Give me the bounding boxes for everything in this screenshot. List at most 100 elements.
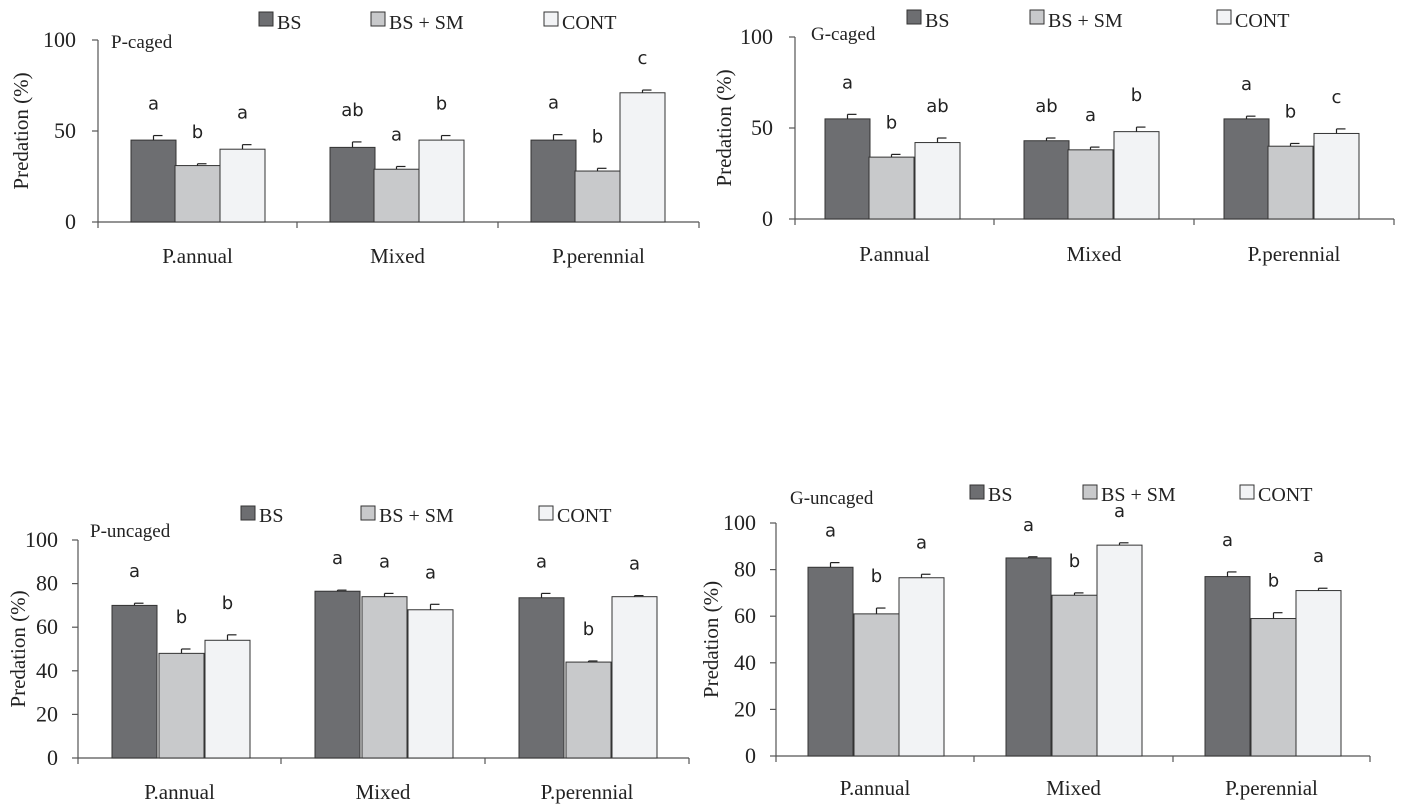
y-axis-title: Predation (%) [700, 581, 723, 698]
legend-label-bs-sm: BS + SM [1101, 484, 1176, 506]
bar-cont-mixed [1113, 131, 1160, 220]
y-tick-label: 100 [723, 510, 756, 535]
bar-bs-p-annual [807, 566, 854, 757]
x-category-mixed: Mixed [356, 780, 411, 804]
bar-cont-p-annual [219, 148, 266, 223]
bar-cont-mixed [407, 609, 454, 759]
bar-bs-sm-p-annual [868, 156, 915, 220]
significance-label: b [1131, 85, 1142, 106]
significance-label: b [1285, 101, 1296, 122]
x-category-p-annual: P.annual [162, 244, 233, 268]
legend-swatch-bs-sm [360, 505, 376, 521]
x-category-p-annual: P.annual [859, 242, 930, 266]
significance-label: a [825, 521, 836, 542]
y-tick-label: 20 [734, 696, 756, 721]
bar-cont-p-annual [914, 142, 961, 220]
legend-swatch-cont [1239, 484, 1255, 500]
significance-label: a [1241, 74, 1252, 95]
panel-label: G-caged [811, 24, 876, 45]
y-tick-label: 0 [762, 206, 773, 231]
bar-bs-sm-mixed [373, 168, 420, 223]
y-tick-label: 0 [745, 743, 756, 768]
legend-label-cont: CONT [1235, 10, 1289, 32]
significance-label: a [129, 561, 140, 582]
y-tick-label: 100 [740, 24, 773, 49]
significance-label: a [425, 562, 436, 583]
x-category-p-perennial: P.perennial [552, 244, 645, 268]
y-tick-label: 80 [734, 557, 756, 582]
legend-label-bs: BS [988, 484, 1012, 506]
significance-label: b [1069, 551, 1080, 572]
bar-bs-sm-p-perennial [565, 661, 612, 759]
significance-label: c [1332, 87, 1342, 108]
significance-label: a [1023, 515, 1034, 536]
bar-cont-p-perennial [1295, 590, 1342, 757]
significance-label: a [148, 94, 159, 115]
bar-bs-sm-p-annual [853, 613, 900, 757]
significance-label: a [548, 93, 559, 114]
bar-bs-p-perennial [518, 597, 565, 759]
bar-bs-sm-p-perennial [574, 170, 621, 223]
significance-label: a [629, 554, 640, 575]
significance-label: a [842, 72, 853, 93]
significance-label: a [332, 548, 343, 569]
panel-label: G-uncaged [790, 488, 874, 509]
significance-label: ab [1035, 96, 1057, 117]
significance-label: b [192, 122, 203, 143]
significance-label: a [237, 103, 248, 124]
legend-swatch-bs-sm [1082, 484, 1098, 500]
bar-cont-p-annual [898, 577, 945, 757]
significance-label: b [592, 126, 603, 147]
significance-label: b [222, 593, 233, 614]
y-axis-title: Predation (%) [712, 69, 736, 186]
bar-bs-mixed [329, 146, 376, 223]
bar-bs-mixed [314, 590, 361, 759]
bar-bs-p-perennial [1204, 576, 1251, 757]
bar-bs-sm-mixed [1067, 149, 1114, 220]
legend-label-bs-sm: BS + SM [379, 505, 454, 527]
legend-label-cont: CONT [557, 505, 611, 527]
bar-bs-p-perennial [1223, 118, 1270, 220]
bar-bs-p-annual [824, 118, 871, 220]
legend-label-bs-sm: BS + SM [1048, 10, 1123, 32]
x-category-mixed: Mixed [1046, 776, 1101, 800]
chart-g-caged: 0 50 100 P.annual Mixed P.perennial Predation … [712, 9, 1395, 266]
panel-label: P-uncaged [90, 521, 171, 542]
panel-label: P-caged [111, 32, 173, 53]
chart-p-caged: 0 50 100 P.annual Mixed P.perennial Predation … [9, 11, 700, 268]
bar-cont-p-perennial [611, 596, 658, 759]
y-tick-label: 80 [36, 571, 58, 596]
significance-label: a [1222, 530, 1233, 551]
y-tick-label: 0 [65, 209, 76, 234]
significance-label: a [379, 551, 390, 572]
bar-cont-p-annual [204, 639, 251, 759]
bar-bs-sm-mixed [361, 596, 408, 759]
legend-label-bs: BS [259, 505, 283, 527]
legend-label-bs: BS [925, 10, 949, 32]
x-category-mixed: Mixed [1067, 242, 1122, 266]
bar-bs-sm-p-perennial [1250, 618, 1297, 757]
bar-bs-sm-mixed [1051, 594, 1098, 757]
x-category-p-perennial: P.perennial [541, 780, 634, 804]
y-axis-title: Predation (%) [6, 590, 30, 707]
bar-bs-sm-p-annual [174, 165, 221, 223]
significance-label: b [871, 566, 882, 587]
x-category-p-perennial: P.perennial [1248, 242, 1341, 266]
significance-label: a [391, 124, 402, 145]
bar-bs-p-annual [111, 604, 158, 759]
significance-label: a [536, 551, 547, 572]
bar-bs-p-annual [130, 139, 177, 223]
y-tick-label: 50 [751, 115, 773, 140]
legend-swatch-bs [258, 11, 274, 27]
bar-bs-p-perennial [530, 139, 577, 223]
y-tick-label: 50 [54, 118, 76, 143]
significance-label: ab [341, 100, 363, 121]
y-tick-label: 60 [734, 603, 756, 628]
x-category-p-perennial: P.perennial [1225, 776, 1318, 800]
bar-cont-mixed [1096, 544, 1143, 757]
legend-swatch-bs [969, 484, 985, 500]
x-category-mixed: Mixed [370, 244, 425, 268]
x-category-p-annual: P.annual [144, 780, 215, 804]
chart-g-uncaged: 0 20 40 60 80 100 P.annual Mixed P.perennial Pred… [700, 484, 1371, 800]
significance-label: a [1313, 546, 1324, 567]
